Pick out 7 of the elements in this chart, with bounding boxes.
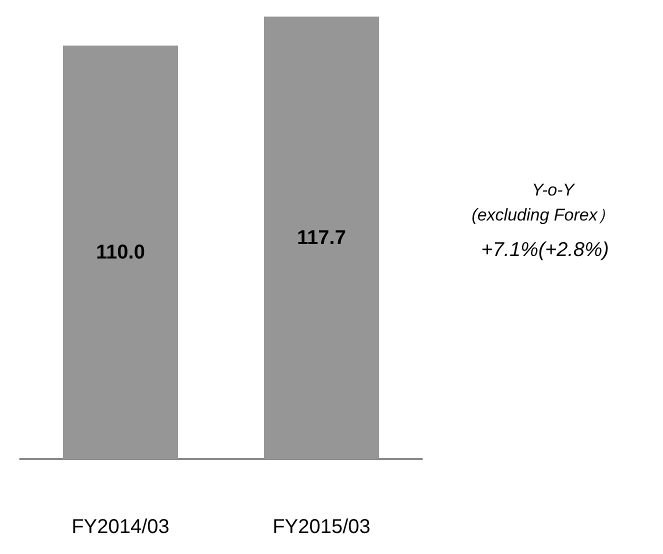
- x-tick-label: FY2014/03: [72, 516, 170, 538]
- text: (excluding Forex）: [472, 206, 614, 224]
- text: Y-o-Y: [532, 180, 576, 200]
- data-label: 110.0: [96, 241, 145, 264]
- text: +7.1%(+2.8%): [481, 239, 609, 261]
- data-label: 117.7: [297, 226, 346, 249]
- x-tick-label: FY2015/03: [272, 516, 370, 538]
